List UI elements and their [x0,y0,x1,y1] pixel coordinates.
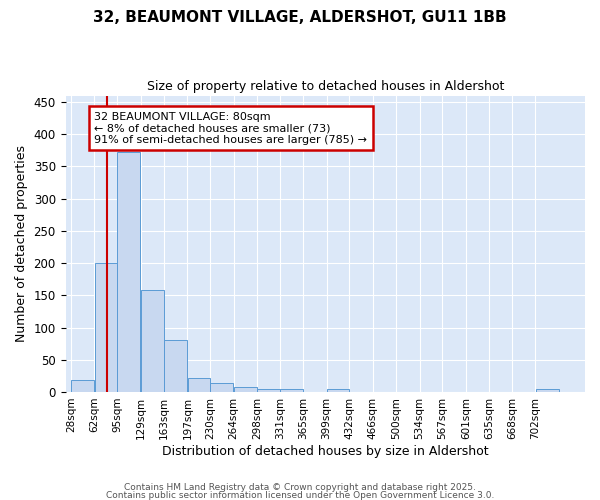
Bar [95,263,117,392]
Bar [164,340,187,392]
Bar [211,383,233,392]
Text: Contains public sector information licensed under the Open Government Licence 3.: Contains public sector information licen… [106,490,494,500]
Bar [234,387,257,392]
Title: Size of property relative to detached houses in Aldershot: Size of property relative to detached ho… [146,80,504,93]
X-axis label: Distribution of detached houses by size in Aldershot: Distribution of detached houses by size … [162,444,488,458]
Y-axis label: Number of detached properties: Number of detached properties [15,146,28,342]
Text: 32, BEAUMONT VILLAGE, ALDERSHOT, GU11 1BB: 32, BEAUMONT VILLAGE, ALDERSHOT, GU11 1B… [93,10,507,25]
Bar [118,152,140,392]
Bar [327,388,349,392]
Text: 32 BEAUMONT VILLAGE: 80sqm
← 8% of detached houses are smaller (73)
91% of semi-: 32 BEAUMONT VILLAGE: 80sqm ← 8% of detac… [94,112,367,145]
Bar [257,388,280,392]
Bar [141,290,164,392]
Bar [188,378,210,392]
Bar [536,390,559,392]
Bar [280,388,303,392]
Text: Contains HM Land Registry data © Crown copyright and database right 2025.: Contains HM Land Registry data © Crown c… [124,484,476,492]
Bar [71,380,94,392]
